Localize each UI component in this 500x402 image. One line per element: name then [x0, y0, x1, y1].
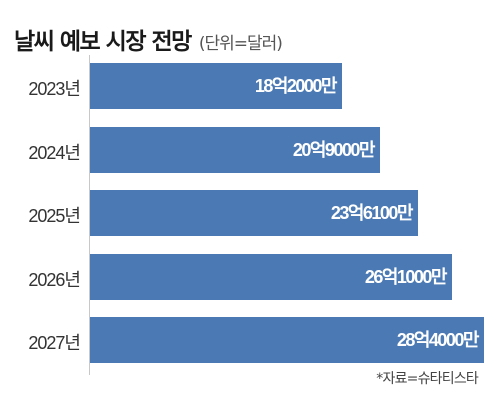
- bar: [90, 126, 380, 173]
- category-label: 2026년: [28, 269, 81, 290]
- category-label: 2025년: [28, 206, 81, 226]
- chart-subtitle: (단위=달러): [198, 34, 283, 54]
- chart-title: 날씨 예보 시장 전망: [14, 29, 192, 55]
- category-label: 2024년: [28, 142, 81, 163]
- category-axis-line: [89, 55, 90, 375]
- category-label: 2023년: [28, 79, 81, 99]
- bar-value-label: 18억2000만: [254, 76, 338, 96]
- bar: [90, 63, 342, 109]
- chart-source: *자료=슈타티스타: [376, 371, 479, 387]
- category-label: 2027년: [28, 333, 81, 353]
- bar: [90, 190, 418, 236]
- bar-value-label: 26억1000만: [364, 266, 448, 287]
- bar-value-label: 28억4000만: [396, 330, 480, 350]
- bar: [90, 253, 452, 300]
- chart-title-row: 날씨 예보 시장 전망 (단위=달러): [14, 22, 283, 56]
- bar-value-label: 23억6100만: [330, 203, 414, 223]
- bar-value-label: 20억9000만: [292, 139, 376, 160]
- bar: [90, 317, 484, 363]
